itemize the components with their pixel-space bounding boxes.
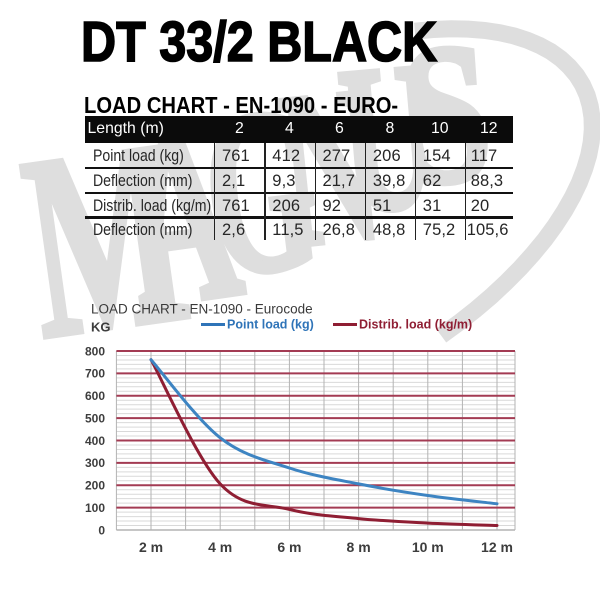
svg-text:Point load (kg): Point load (kg) [227, 318, 314, 332]
svg-text:8 m: 8 m [347, 539, 371, 555]
svg-text:6 m: 6 m [277, 539, 301, 555]
svg-text:12 m: 12 m [481, 539, 513, 555]
svg-text:KG: KG [91, 320, 111, 335]
svg-text:500: 500 [85, 411, 105, 425]
svg-text:100: 100 [85, 501, 105, 515]
svg-text:300: 300 [85, 456, 105, 470]
svg-text:4 m: 4 m [208, 539, 232, 555]
svg-text:Distrib. load (kg/m): Distrib. load (kg/m) [359, 318, 472, 332]
svg-text:10 m: 10 m [412, 539, 444, 555]
svg-text:200: 200 [85, 479, 105, 493]
svg-text:800: 800 [85, 344, 105, 358]
svg-text:400: 400 [85, 434, 105, 448]
svg-text:LOAD CHART - EN-1090 - Eurocod: LOAD CHART - EN-1090 - Eurocode [91, 302, 313, 317]
svg-text:600: 600 [85, 389, 105, 403]
svg-text:2 m: 2 m [139, 539, 163, 555]
svg-text:0: 0 [98, 523, 105, 537]
svg-text:700: 700 [85, 367, 105, 381]
